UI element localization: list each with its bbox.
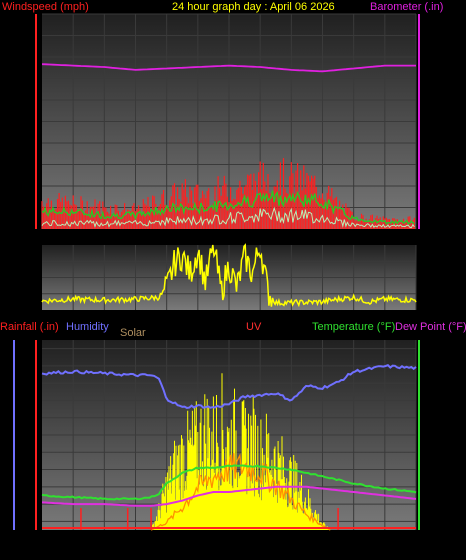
barometer-axis-label: Barometer (.in) <box>370 1 443 13</box>
legend-solar: Solar <box>120 327 146 339</box>
legend-rainfall: Rainfall (.in) <box>0 321 59 333</box>
wind-low-line <box>41 206 415 229</box>
legend-uv: UV <box>246 321 262 333</box>
wind-direction-chart <box>41 243 417 310</box>
wind-average-line <box>41 190 415 225</box>
humidity-line <box>41 364 417 410</box>
legend-humidity: Humidity <box>66 321 109 333</box>
dewpoint-line <box>41 485 417 507</box>
barometer-line <box>41 63 416 73</box>
wind-axis-label: Windspeed (mph) <box>2 1 89 13</box>
page-title: 24 hour graph day : April 06 2026 <box>172 1 335 13</box>
legend-temperature: Temperature (°F) <box>312 321 395 333</box>
wind-barometer-chart <box>35 13 420 229</box>
temperature-line <box>41 464 417 501</box>
legend-dewpoint: Dew Point (°F) <box>395 321 466 333</box>
solar-bars <box>151 373 330 530</box>
wind-direction-line <box>41 243 417 308</box>
rain-humidity-temp-chart <box>13 340 420 531</box>
